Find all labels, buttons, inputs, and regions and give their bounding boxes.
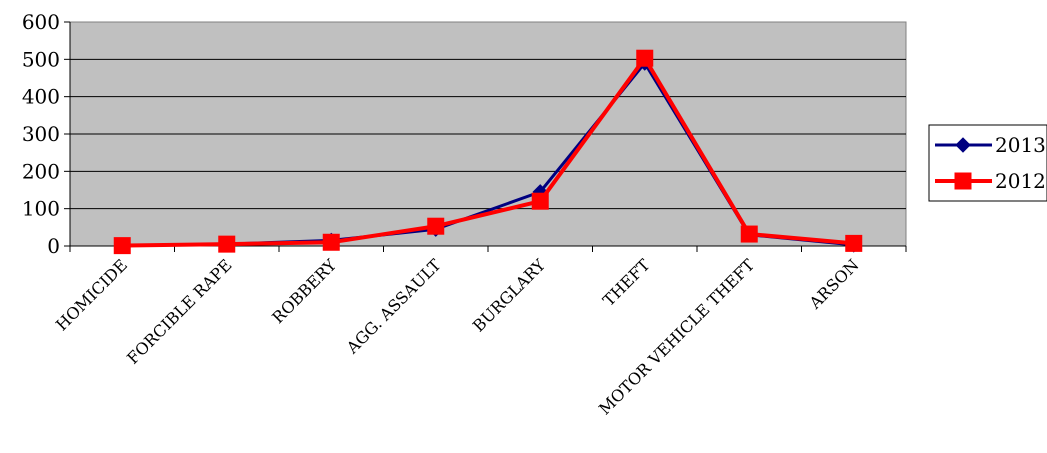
legend: 2013 2012 <box>928 124 1047 202</box>
x-tick-label: FORCIBLE RAPE <box>123 255 235 367</box>
x-tick-label: BURGLARY <box>469 255 549 335</box>
legend-label: 2013 <box>995 133 1046 157</box>
data-point-marker <box>954 172 972 190</box>
x-tick-label: HOMICIDE <box>52 255 131 334</box>
legend-label: 2012 <box>995 169 1046 193</box>
data-point-marker <box>322 233 340 251</box>
data-point-marker <box>427 217 445 235</box>
legend-item: 2012 <box>935 169 1046 193</box>
y-tick-label: 500 <box>22 47 60 71</box>
series-line <box>122 56 854 248</box>
data-point-marker <box>845 234 863 252</box>
legend-box <box>928 124 1047 202</box>
x-tick-label: THEFT <box>599 255 654 310</box>
x-tick-label: ARSON <box>805 255 863 313</box>
y-tick-label: 0 <box>47 234 60 258</box>
y-axis-tick-labels: 0 100 200 300 400 500 600 <box>22 10 60 258</box>
y-tick-label: 300 <box>22 122 60 146</box>
series-lines <box>113 49 863 255</box>
x-tick-label: ROBBERY <box>268 255 340 327</box>
y-tick-label: 400 <box>22 85 60 109</box>
y-tick-label: 600 <box>22 10 60 34</box>
gridlines <box>70 58 906 210</box>
data-point-marker <box>955 137 971 153</box>
data-point-marker <box>740 225 758 243</box>
y-tick-label: 200 <box>22 159 60 183</box>
data-point-marker <box>531 192 549 210</box>
series-2012 <box>113 49 863 255</box>
y-tick-label: 100 <box>22 197 60 221</box>
x-tick-label: AGG. ASSAULT <box>342 255 445 358</box>
data-point-marker <box>218 235 236 253</box>
legend-item: 2013 <box>935 133 1046 157</box>
data-point-marker <box>636 49 654 67</box>
data-point-marker <box>113 237 131 255</box>
